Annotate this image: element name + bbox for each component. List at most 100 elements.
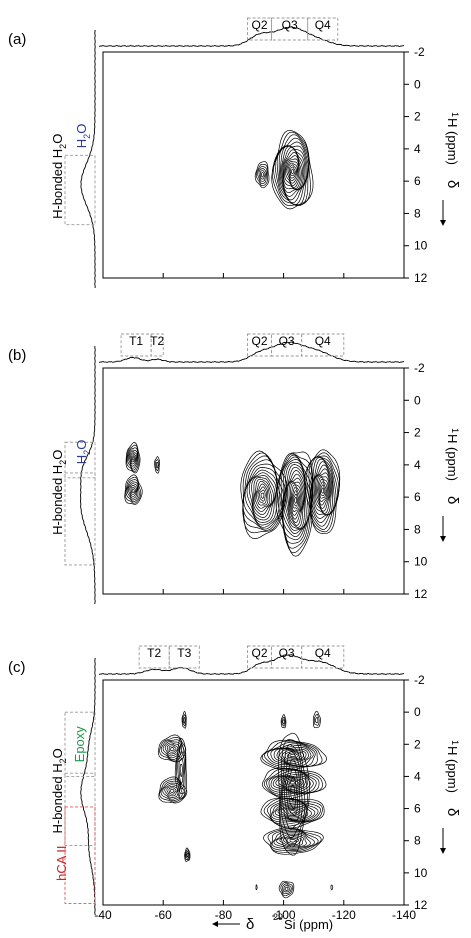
contour-line [125, 479, 140, 503]
contour-line [168, 745, 177, 753]
contour-line [155, 459, 160, 472]
contour-line [275, 451, 313, 557]
panel-b: (b) -2 0 2 4 6 8 10 12 1H (ppm) δ T1 T2 Q2 Q3 Q4 H-bonde… [8, 333, 461, 605]
x-axis-label: δ 29 Si (ppm) [212, 912, 333, 933]
y-axis-delta: δ [444, 180, 461, 188]
left-annotation: hCA II [54, 846, 69, 881]
contour-line [280, 882, 294, 897]
contour-group [254, 129, 314, 210]
contour-line [255, 163, 268, 187]
contour-line [184, 847, 191, 862]
contour-line [287, 809, 299, 815]
contour-line [127, 447, 139, 471]
top-region-label: Q2 [252, 18, 268, 32]
contour-line [131, 488, 135, 493]
contour-line [162, 782, 181, 800]
top-projection-trace [98, 26, 405, 47]
left-region-box [64, 154, 96, 226]
y-tick-label: 0 [414, 393, 421, 407]
contour-line [128, 449, 138, 469]
contour-line [275, 775, 308, 792]
contour-line [280, 744, 306, 839]
contour-line [270, 745, 314, 767]
y-axis-arrowhead [440, 536, 446, 542]
left-projection-trace [79, 345, 96, 605]
contour-line [286, 767, 299, 817]
contour-line [289, 164, 297, 179]
top-region-box [301, 333, 345, 357]
y-tick-label: 12 [414, 587, 428, 601]
y-axis-unit: H (ppm) [445, 434, 460, 481]
contour-line [170, 747, 175, 752]
x-axis-nucleus: 29 [273, 912, 283, 922]
contour-line [294, 497, 297, 504]
contour-line [164, 742, 180, 757]
contour-line [288, 776, 297, 810]
top-region-box [247, 333, 273, 357]
top-region-label: Q4 [315, 334, 331, 348]
contour-line [293, 493, 298, 507]
contour-line [317, 476, 329, 506]
contour-line [318, 479, 328, 502]
contour-line [253, 478, 273, 512]
y-tick-label: 6 [414, 802, 421, 816]
contour-line [287, 162, 298, 182]
contour-line [251, 475, 276, 518]
contour-line [166, 743, 179, 755]
left-annotation: H-bonded H2O [50, 748, 68, 833]
contour-line [276, 833, 307, 848]
contour-line [273, 746, 312, 766]
left-projection-trace [80, 29, 96, 289]
contour-line [131, 454, 136, 463]
contour-line [254, 161, 270, 189]
contour-line [284, 155, 301, 188]
y-axis-delta: δ [444, 808, 461, 816]
contour-line [279, 145, 307, 201]
top-region-box [301, 645, 345, 669]
top-region-label: T3 [177, 646, 191, 660]
annotation-text: H-bonded H2O [50, 450, 68, 535]
contour-line [291, 168, 295, 174]
contour-line [263, 827, 324, 855]
contour-group [158, 710, 334, 899]
panel-c: (c) -40 -60 -80 -100 -120 -140 -2 0 2 4 6 8 10 12 1H (p… [8, 645, 461, 922]
contour-line [284, 470, 306, 529]
plot-frame [102, 51, 405, 279]
contour-line [183, 716, 186, 724]
top-region-label: Q2 [252, 646, 268, 660]
y-tick-label: 12 [414, 898, 428, 912]
y-tick-label: -2 [414, 673, 425, 687]
top-region-label: Q3 [279, 334, 295, 348]
plot-frame [102, 679, 405, 906]
y-tick-label: 4 [414, 142, 421, 156]
y-axis-delta-group: δ [444, 808, 461, 816]
contour-line [166, 785, 179, 797]
left-annotation: H-bonded H2O [50, 450, 68, 535]
top-region-box [168, 645, 200, 669]
left-projection-trace [80, 657, 96, 916]
contour-line [185, 851, 189, 859]
contour-line [313, 713, 320, 726]
contour-line [242, 455, 285, 531]
contour-line [292, 490, 299, 509]
contour-line [287, 477, 305, 526]
contour-line [313, 468, 332, 514]
contour-line [281, 716, 286, 727]
contour-line [126, 444, 140, 473]
contour-line [256, 483, 269, 506]
y-tick-label: 4 [414, 458, 421, 472]
contour-line [291, 487, 301, 512]
contour-line [271, 830, 315, 850]
contour-line [184, 849, 190, 861]
contour-line [154, 456, 160, 474]
annotation-text: H2O [74, 440, 92, 465]
left-region-box [64, 772, 96, 846]
contour-line [261, 172, 265, 178]
contour-line [312, 464, 332, 515]
contour-line [289, 482, 303, 520]
contour-line [271, 129, 314, 210]
panel-a: (a) -2 0 2 4 6 8 10 12 1H (ppm) δ Q2 Q3 Q4 H-bonded H2… [8, 17, 461, 289]
y-axis-label: 1H (ppm) [445, 428, 460, 481]
y-tick-label: 8 [414, 206, 421, 220]
y-tick-label: 2 [414, 110, 421, 124]
